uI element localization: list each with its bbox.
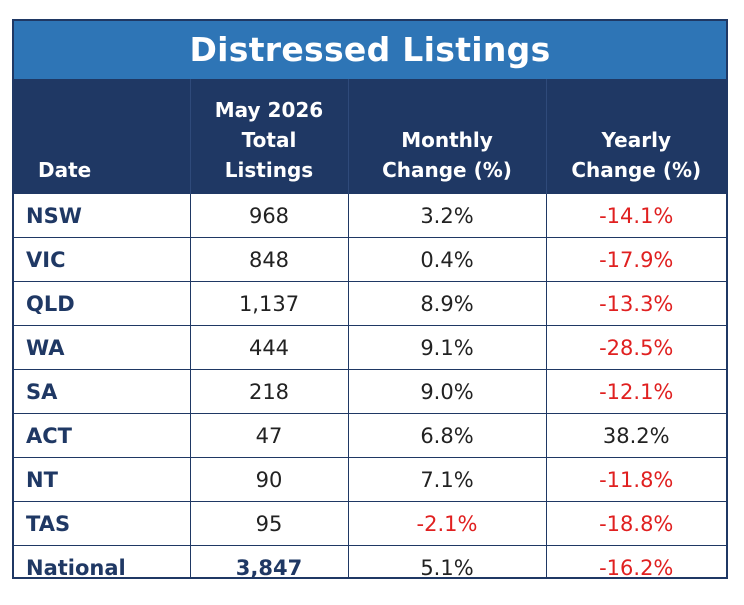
cell-total-listings: 444 (189, 325, 348, 370)
header-total-line-2: Total (241, 128, 297, 152)
table-row: SA 218 9.0% -12.1% (14, 369, 726, 414)
cell-yearly-change: -14.1% (545, 193, 726, 238)
cell-total-listings: 3,847 (189, 545, 348, 577)
cell-state: National (14, 545, 190, 577)
cell-total-listings: 1,137 (189, 281, 348, 326)
cell-state: ACT (14, 413, 190, 458)
cell-total-listings: 968 (189, 193, 348, 238)
header-monthly-change: Monthly Change (%) (347, 79, 546, 194)
cell-yearly-change: -17.9% (545, 237, 726, 282)
cell-state: SA (14, 369, 190, 414)
header-total-line-1: May 2026 (214, 98, 324, 122)
cell-yearly-change: -11.8% (545, 457, 726, 502)
cell-state: QLD (14, 281, 190, 326)
table-row: TAS 95 -2.1% -18.8% (14, 501, 726, 546)
table-row: National 3,847 5.1% -16.2% (14, 545, 726, 577)
cell-monthly-change: 9.1% (347, 325, 546, 370)
cell-state: NT (14, 457, 190, 502)
table-title: Distressed Listings (14, 21, 726, 79)
header-total-line-3: Listings (224, 158, 314, 182)
cell-monthly-change: 0.4% (347, 237, 546, 282)
cell-monthly-change: 5.1% (347, 545, 546, 577)
header-total-listings: May 2026 Total Listings (189, 79, 348, 194)
cell-state: TAS (14, 501, 190, 546)
cell-state: WA (14, 325, 190, 370)
table-row: WA 444 9.1% -28.5% (14, 325, 726, 370)
cell-monthly-change: 6.8% (347, 413, 546, 458)
distressed-listings-table-container: Distressed Listings Date May 2026 Total … (12, 19, 728, 579)
cell-monthly-change: 7.1% (347, 457, 546, 502)
cell-monthly-change: 8.9% (347, 281, 546, 326)
header-row: Date May 2026 Total Listings Monthly Cha… (14, 79, 726, 194)
cell-yearly-change: -13.3% (545, 281, 726, 326)
header-yearly-line-2: Change (%) (571, 158, 702, 182)
table-row: NT 90 7.1% -11.8% (14, 457, 726, 502)
header-yearly-line-1: Yearly (601, 128, 671, 152)
cell-monthly-change: 9.0% (347, 369, 546, 414)
cell-state: VIC (14, 237, 190, 282)
cell-monthly-change: -2.1% (347, 501, 546, 546)
header-monthly-line-1: Monthly (401, 128, 493, 152)
cell-yearly-change: -16.2% (545, 545, 726, 577)
cell-yearly-change: 38.2% (545, 413, 726, 458)
cell-total-listings: 47 (189, 413, 348, 458)
table-row: QLD 1,137 8.9% -13.3% (14, 281, 726, 326)
header-date: Date (14, 79, 190, 194)
cell-yearly-change: -12.1% (545, 369, 726, 414)
cell-yearly-change: -18.8% (545, 501, 726, 546)
cell-monthly-change: 3.2% (347, 193, 546, 238)
header-yearly-change: Yearly Change (%) (545, 79, 726, 194)
cell-state: NSW (14, 193, 190, 238)
table-row: ACT 47 6.8% 38.2% (14, 413, 726, 458)
header-monthly-line-2: Change (%) (382, 158, 512, 182)
cell-total-listings: 218 (189, 369, 348, 414)
cell-yearly-change: -28.5% (545, 325, 726, 370)
cell-total-listings: 848 (189, 237, 348, 282)
cell-total-listings: 90 (189, 457, 348, 502)
cell-total-listings: 95 (189, 501, 348, 546)
table-row: VIC 848 0.4% -17.9% (14, 237, 726, 282)
table-row: NSW 968 3.2% -14.1% (14, 193, 726, 238)
listings-table: Date May 2026 Total Listings Monthly Cha… (14, 79, 726, 577)
